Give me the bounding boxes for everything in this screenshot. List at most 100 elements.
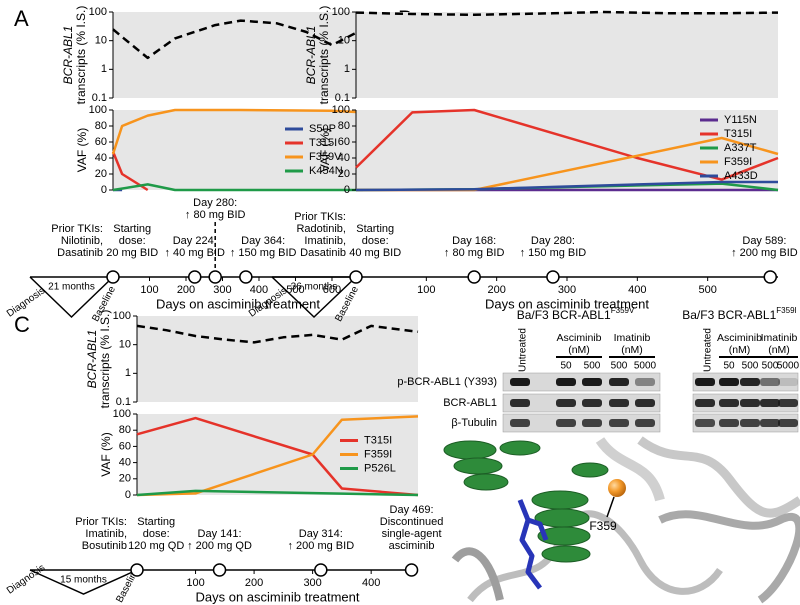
helix (443, 440, 609, 563)
event-marker (546, 270, 560, 284)
helix-turn (531, 490, 589, 510)
x-tick-label: 400 (628, 284, 646, 296)
ribbon (595, 437, 665, 502)
blot-band (556, 419, 576, 427)
blot-title-text: Ba/F3 BCR-ABL1 (517, 308, 611, 322)
ribbon (451, 547, 504, 601)
event-label: dose: (143, 528, 170, 540)
y-tick-label: 0 (344, 184, 350, 196)
y-tick-label: 60 (338, 136, 350, 148)
event-label: ↑ 80 mg BID (185, 209, 246, 221)
event-label: ↑ 200 mg BID (288, 540, 355, 552)
data-line (136, 415, 419, 497)
data-line (111, 108, 364, 155)
prior-tki-text: Prior TKIs: (294, 211, 346, 223)
ribbon (658, 510, 800, 604)
plot-background (113, 12, 363, 98)
dose-label: 500 (584, 361, 601, 372)
event-marker (239, 270, 253, 284)
row-label: β-Tubulin (451, 417, 497, 429)
blot-band (635, 399, 655, 407)
y-axis-label: transcripts (% I.S.) (317, 6, 331, 105)
ribbon (637, 436, 800, 518)
y-tick-label: 10 (338, 35, 350, 47)
prior-tki-text: Imatinib, (85, 528, 127, 540)
event-label: ↑ 40 mg BID (164, 247, 225, 259)
event-label: ↑ 200 mg BID (731, 247, 798, 259)
plot-background (137, 414, 418, 495)
event-label: Day 314: (299, 528, 343, 540)
y-tick-label: 1 (344, 63, 350, 75)
data-line (355, 10, 779, 17)
blot-band (695, 399, 715, 407)
y-tick-label: 100 (113, 310, 131, 322)
x-tick-label: 600 (323, 284, 341, 296)
legend-label: F359I (364, 448, 392, 460)
f359-sphere (608, 479, 626, 497)
dose-label: 50 (723, 361, 735, 372)
event-label: Day 589: (742, 235, 786, 247)
group-label: (nM) (568, 344, 590, 356)
y-axis-label: transcripts (% I.S.) (98, 310, 112, 409)
event-marker (763, 270, 778, 284)
blot-title-superscript: F359V (611, 306, 635, 315)
data-line (355, 180, 778, 192)
x-tick-label: 300 (558, 284, 576, 296)
y-tick-label: 40 (119, 457, 131, 469)
helix-turn (499, 440, 541, 456)
untreated-label: Untreated (518, 328, 529, 372)
x-tick-label: 100 (140, 284, 158, 296)
y-tick-label: 60 (95, 136, 107, 148)
y-axis-label: BCR-ABL1 (304, 26, 318, 85)
dose-label: 5000 (634, 361, 657, 372)
y-tick-label: 10 (119, 339, 131, 351)
helix-turn (453, 457, 503, 475)
event-label: 20 mg BID (106, 247, 158, 259)
helix-turn (541, 545, 591, 563)
y-tick-label: 60 (119, 440, 131, 452)
y-axis-label: BCR-ABL1 (61, 26, 75, 85)
row-label: p-BCR-ABL1 (Y393) (397, 376, 497, 388)
y-tick-label: 100 (332, 6, 350, 18)
timeline-gap (29, 569, 138, 595)
legend-label: F359V (309, 151, 342, 163)
x-axis-label: Days on asciminib treatment (485, 296, 649, 311)
x-axis-label: Days on asciminib treatment (156, 296, 320, 311)
blot-band (635, 378, 655, 386)
blot-title: Ba/F3 BCR-ABL1F359V (517, 306, 635, 322)
data-line (136, 324, 419, 344)
x-tick-label: 200 (177, 284, 195, 296)
y-tick-label: 100 (89, 104, 107, 116)
plot-background (137, 316, 418, 402)
blot-band (556, 399, 576, 407)
interval-label: 15 months (60, 575, 107, 586)
legend-label: A337T (724, 142, 757, 154)
legend-label: Y115N (724, 114, 757, 126)
blot-band (582, 419, 602, 427)
dose-label: 5000 (777, 361, 800, 372)
blot-title: Ba/F3 BCR-ABL1F359I (682, 306, 797, 322)
blot-band (510, 378, 530, 386)
dose-label: 500 (611, 361, 628, 372)
event-marker (130, 563, 144, 577)
y-axis-label: VAF (%) (75, 128, 89, 172)
blot-band (760, 419, 780, 427)
helix-turn (537, 526, 591, 546)
event-marker (208, 270, 222, 284)
blot-band (778, 399, 798, 407)
helix-turn (534, 508, 590, 528)
blot-band (740, 378, 760, 386)
x-tick-label: 200 (245, 577, 263, 589)
group-label: Asciminib (717, 332, 762, 344)
helix-turn (443, 440, 497, 460)
prior-tki-text: Dasatinib (57, 247, 103, 259)
event-marker (212, 563, 227, 577)
group-label: (nM) (729, 344, 751, 356)
dose-label: 500 (742, 361, 759, 372)
row-label: BCR-ABL1 (443, 397, 497, 409)
event-label: Day 224: (173, 235, 217, 247)
x-axis-label: Days on asciminib treatment (195, 589, 359, 604)
blot-band (609, 399, 629, 407)
blot-band (719, 378, 739, 386)
blot-title-text: Ba/F3 BCR-ABL1 (682, 308, 776, 322)
